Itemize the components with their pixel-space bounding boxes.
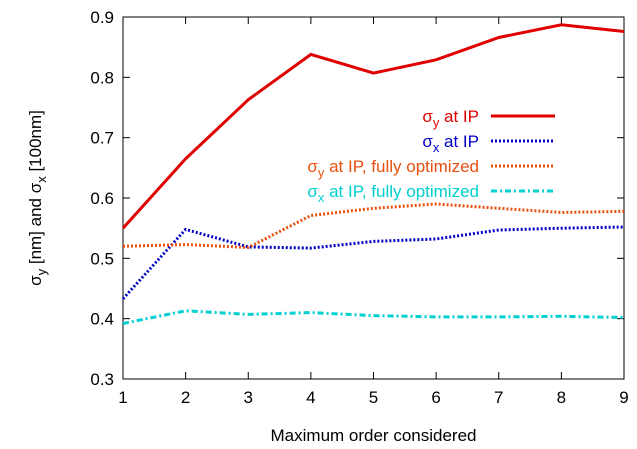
x-tick-label: 4 bbox=[306, 388, 315, 407]
label-text: at IP bbox=[439, 107, 479, 126]
subscript-text: y bbox=[318, 165, 325, 180]
y-tick-label: 0.4 bbox=[90, 310, 114, 329]
label-text: σ bbox=[307, 182, 318, 201]
legend-label-4: σx at IP, fully optimized bbox=[307, 182, 479, 205]
y-tick-label: 0.3 bbox=[90, 370, 114, 389]
x-tick-label: 1 bbox=[118, 388, 127, 407]
label-text: σ bbox=[422, 107, 433, 126]
subscript-text: y bbox=[433, 115, 440, 130]
x-tick-label: 3 bbox=[244, 388, 253, 407]
series-line-4 bbox=[122, 309, 625, 325]
legend-label-2: σx at IP bbox=[422, 132, 479, 155]
label-text: σ bbox=[307, 157, 318, 176]
subscript-text: x bbox=[34, 176, 49, 183]
label-text: at IP, fully optimized bbox=[324, 182, 479, 201]
x-axis-label: Maximum order considered bbox=[271, 426, 477, 445]
y-tick-label: 0.7 bbox=[90, 129, 114, 148]
y-tick-label: 0.5 bbox=[90, 249, 114, 268]
legend-label-1: σy at IP bbox=[422, 107, 479, 130]
series-line-2 bbox=[121, 225, 625, 300]
x-tick-label: 9 bbox=[619, 388, 628, 407]
label-text: at IP bbox=[439, 132, 479, 151]
legend-label-3: σy at IP, fully optimized bbox=[307, 157, 479, 180]
y-tick-label: 0.8 bbox=[90, 68, 114, 87]
x-tick-label: 6 bbox=[431, 388, 440, 407]
subscript-text: y bbox=[34, 268, 49, 275]
y-axis-label: σy [nm] and σx [100nm] bbox=[26, 110, 49, 286]
label-text: at IP, fully optimized bbox=[324, 157, 479, 176]
subscript-text: x bbox=[318, 190, 325, 205]
label-text: σ bbox=[422, 132, 433, 151]
x-tick-label: 8 bbox=[557, 388, 566, 407]
label-text: σ bbox=[26, 275, 45, 286]
x-tick-label: 7 bbox=[494, 388, 503, 407]
x-tick-label: 5 bbox=[369, 388, 378, 407]
label-text: [nm] and σ bbox=[26, 182, 45, 269]
subscript-text: x bbox=[433, 140, 440, 155]
label-text: [100nm] bbox=[26, 110, 45, 176]
y-tick-label: 0.9 bbox=[90, 8, 114, 27]
x-tick-label: 2 bbox=[181, 388, 190, 407]
y-tick-label: 0.6 bbox=[90, 189, 114, 208]
series-line-1 bbox=[121, 23, 625, 230]
